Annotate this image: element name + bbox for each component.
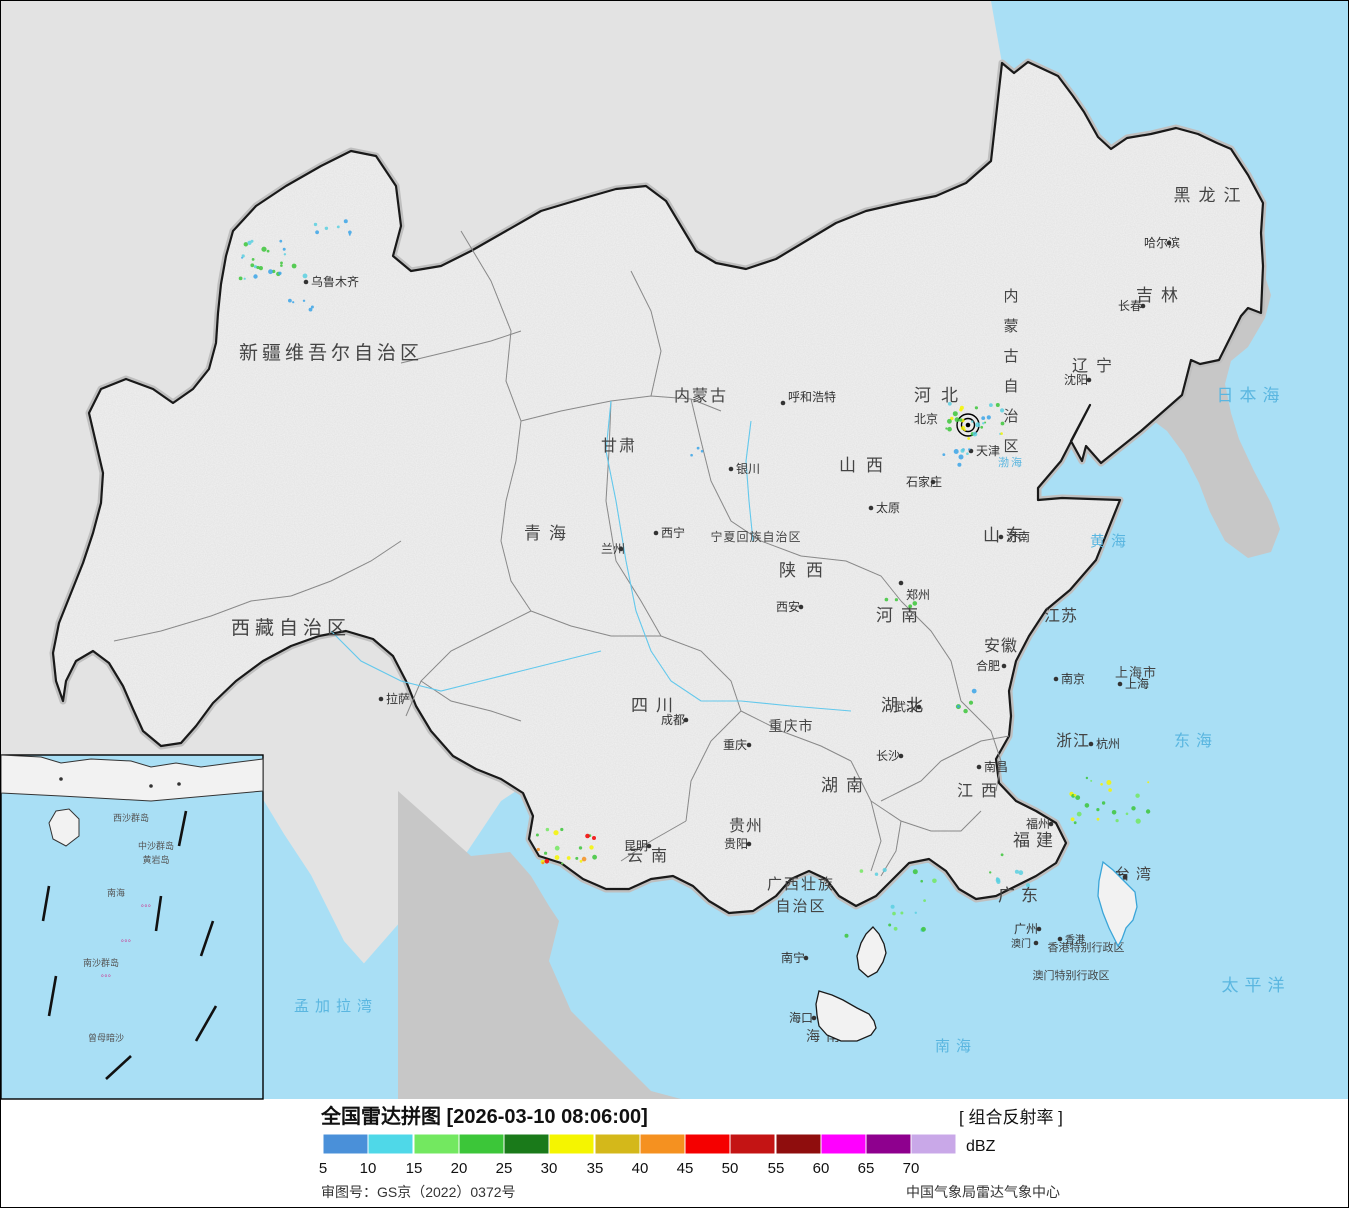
svg-text:15: 15 [406,1160,423,1177]
svg-text:广州: 广州 [1014,922,1038,936]
svg-text:新疆维吾尔自治区: 新疆维吾尔自治区 [239,342,423,364]
svg-text:太原: 太原 [876,500,900,515]
svg-text:40: 40 [632,1160,649,1177]
svg-text:20: 20 [451,1160,468,1177]
svg-text:南京: 南京 [1061,671,1085,686]
svg-text:银川: 银川 [736,462,760,476]
svg-text:昆明: 昆明 [624,839,648,853]
svg-text:东海: 东海 [1174,732,1218,750]
svg-text:区: 区 [1003,438,1028,455]
svg-text:南海: 南海 [935,1038,977,1055]
svg-text:香港: 香港 [1065,934,1085,946]
svg-text:吉林: 吉林 [1136,286,1186,305]
svg-text:。。。: 。。。 [121,936,135,943]
svg-text:甘肃: 甘肃 [601,437,637,455]
svg-text:西宁: 西宁 [661,525,685,540]
svg-text:合肥: 合肥 [976,658,1000,673]
svg-text:河南: 河南 [876,606,926,625]
svg-text:香港特别行政区: 香港特别行政区 [1048,940,1125,954]
svg-text:陕西: 陕西 [779,561,833,580]
svg-text:黄岩岛: 黄岩岛 [142,854,169,865]
svg-text:自: 自 [1003,378,1028,395]
svg-text:65: 65 [858,1160,875,1177]
svg-text:青海: 青海 [524,524,574,543]
svg-text:安徽: 安徽 [984,637,1018,655]
svg-text:沈阳: 沈阳 [1064,372,1088,387]
svg-text:长春: 长春 [1118,299,1142,313]
svg-text:南昌: 南昌 [984,759,1008,774]
svg-text:浙江: 浙江 [1056,732,1090,750]
svg-text:重庆: 重庆 [723,738,747,752]
svg-text:石家庄: 石家庄 [906,474,942,489]
svg-text:55: 55 [768,1160,785,1177]
svg-text:日本海: 日本海 [1217,386,1286,405]
svg-text:。。。: 。。。 [141,901,155,908]
svg-text:南沙群岛: 南沙群岛 [83,957,119,968]
svg-text:济南: 济南 [1006,529,1030,544]
svg-text:贵阳: 贵阳 [724,837,748,851]
svg-text:25: 25 [496,1160,513,1177]
svg-text:成都: 成都 [661,713,685,727]
svg-text:35: 35 [587,1160,604,1177]
svg-text:南宁: 南宁 [781,950,805,965]
svg-text:贵州: 贵州 [729,817,763,835]
svg-text:古: 古 [1003,348,1028,365]
svg-text:福州: 福州 [1026,816,1050,831]
svg-text:山西: 山西 [839,456,893,475]
svg-text:中沙群岛: 中沙群岛 [138,840,174,851]
svg-text:5: 5 [319,1160,327,1177]
svg-text:广东: 广东 [998,886,1044,905]
svg-text:福建: 福建 [1013,831,1059,850]
svg-text:重庆市: 重庆市 [769,718,814,734]
svg-text:70: 70 [903,1160,920,1177]
svg-text:10: 10 [360,1160,377,1177]
svg-text:内蒙古: 内蒙古 [674,387,728,405]
svg-text:太平洋: 太平洋 [1222,976,1291,995]
svg-text:江西: 江西 [957,782,1005,800]
svg-text:黑龙江: 黑龙江 [1174,186,1249,205]
svg-text:30: 30 [541,1160,558,1177]
svg-text:武汉: 武汉 [894,700,918,714]
svg-text:西安: 西安 [776,599,800,614]
svg-text:澳门特别行政区: 澳门特别行政区 [1033,968,1110,982]
svg-text:海口: 海口 [789,1010,813,1025]
svg-text:杭州: 杭州 [1096,736,1120,751]
svg-text:南海: 南海 [107,887,125,898]
svg-text:dBZ: dBZ [966,1138,996,1155]
svg-text:江苏: 江苏 [1044,607,1078,625]
svg-text:自治区: 自治区 [775,898,826,915]
svg-text:西藏自治区: 西藏自治区 [231,617,351,639]
svg-text:河北: 河北 [914,386,968,405]
svg-text:宁夏回族自治区: 宁夏回族自治区 [710,529,801,544]
svg-text:广西壮族: 广西壮族 [767,876,835,893]
svg-text:长沙: 长沙 [876,749,900,763]
svg-text:50: 50 [722,1160,739,1177]
svg-text:渤海: 渤海 [998,455,1024,469]
svg-text:内: 内 [1003,288,1028,305]
svg-text:西沙群岛: 西沙群岛 [113,812,149,823]
svg-text:拉萨: 拉萨 [386,691,410,706]
svg-text:治: 治 [1003,408,1028,425]
svg-text:审图号：GS京（2022）0372号: 审图号：GS京（2022）0372号 [321,1184,516,1200]
svg-text:。。。: 。。。 [101,971,115,978]
svg-text:北京: 北京 [914,412,938,426]
svg-text:孟加拉湾: 孟加拉湾 [294,998,378,1015]
svg-text:中国气象局雷达气象中心: 中国气象局雷达气象中心 [906,1184,1060,1200]
svg-text:兰州: 兰州 [601,542,625,556]
svg-text:曾母暗沙: 曾母暗沙 [88,1032,124,1043]
svg-text:上海: 上海 [1125,676,1149,691]
svg-text:60: 60 [813,1160,830,1177]
svg-text:呼和浩特: 呼和浩特 [788,389,836,404]
svg-text:湖南: 湖南 [821,776,871,795]
svg-text:乌鲁木齐: 乌鲁木齐 [311,274,359,289]
svg-text:黄海: 黄海 [1090,533,1132,550]
svg-text:澳门: 澳门 [1011,937,1031,950]
svg-text:郑州: 郑州 [906,587,930,602]
svg-text:[ 组合反射率 ]: [ 组合反射率 ] [959,1108,1063,1127]
svg-text:全国雷达拼图 [2026-03-10 08:06:00]: 全国雷达拼图 [2026-03-10 08:06:00] [320,1104,648,1128]
svg-text:45: 45 [677,1160,694,1177]
svg-text:天津: 天津 [976,444,1000,458]
svg-text:哈尔滨: 哈尔滨 [1144,235,1180,250]
svg-text:蒙: 蒙 [1003,318,1028,335]
